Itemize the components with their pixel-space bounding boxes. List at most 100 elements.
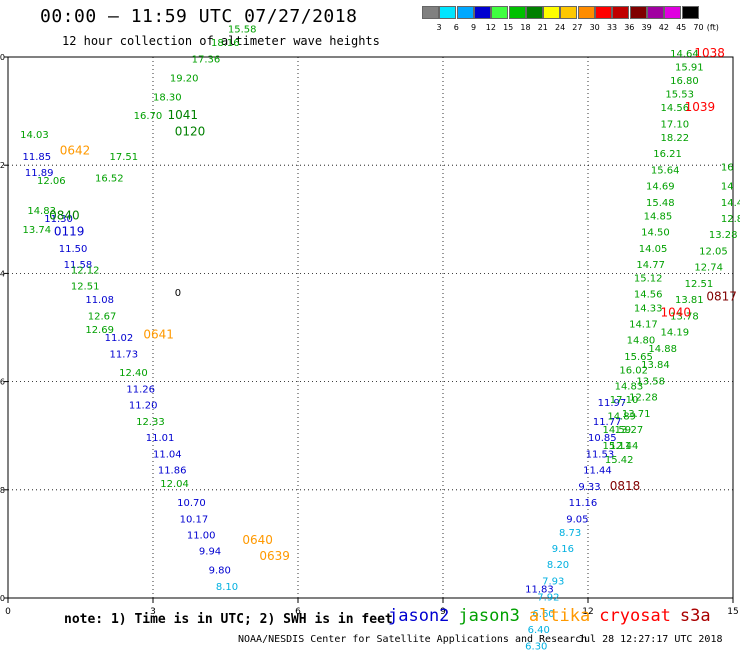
data-point-label: 14.33 bbox=[634, 303, 663, 314]
data-point-label: 14.59 bbox=[603, 425, 632, 436]
color-swatch-label: 12 bbox=[485, 23, 496, 32]
x-tick-label: 3 bbox=[150, 607, 156, 617]
data-point-label: 9.33 bbox=[578, 482, 600, 493]
unit-label: (ft) bbox=[706, 23, 719, 32]
data-point-label: 12.12 bbox=[71, 265, 100, 276]
y-tick-label: -58 bbox=[0, 486, 5, 495]
data-point-label: 11.83 bbox=[525, 585, 554, 596]
data-point-label: 13.28 bbox=[709, 230, 738, 241]
data-point-label: 17.51 bbox=[110, 152, 139, 163]
data-point-label: 12.74 bbox=[694, 263, 723, 274]
data-point-label: 14.69 bbox=[646, 182, 675, 193]
x-tick-label: 15 bbox=[727, 607, 738, 617]
color-swatch-label: 18 bbox=[520, 23, 531, 32]
data-point-label: 11.08 bbox=[85, 295, 114, 306]
data-point-label: 9.94 bbox=[199, 547, 221, 558]
data-point-label: 16.21 bbox=[653, 149, 682, 160]
x-tick-label: 12 bbox=[582, 607, 593, 617]
color-swatch bbox=[595, 6, 612, 19]
legend-entry: cryosat bbox=[599, 606, 671, 626]
time-label: 0640 bbox=[242, 533, 273, 547]
color-swatch bbox=[664, 6, 682, 19]
y-tick-label: -60 bbox=[0, 594, 5, 603]
data-point-label: 17.10 bbox=[610, 395, 639, 406]
data-point-label: 11.04 bbox=[153, 449, 182, 460]
color-swatch-label: 3 bbox=[436, 23, 442, 32]
data-point-label: 11.02 bbox=[105, 333, 134, 344]
data-point-label: 11.30 bbox=[44, 214, 73, 225]
color-swatch-label: 15 bbox=[503, 23, 514, 32]
generation-timestamp: Jul 28 12:27:17 UTC 2018 bbox=[578, 634, 723, 645]
color-swatch-label: 30 bbox=[589, 23, 600, 32]
data-point-label: 12.33 bbox=[136, 417, 165, 428]
time-label: 0642 bbox=[60, 143, 91, 157]
data-point-label: 18.16 bbox=[211, 38, 240, 49]
data-point-label: 12.28 bbox=[629, 393, 658, 404]
data-point-label: 13.71 bbox=[622, 409, 651, 420]
color-swatch bbox=[491, 6, 509, 19]
data-point-label: 16.70 bbox=[134, 111, 163, 122]
time-label: 1041 bbox=[168, 108, 199, 122]
data-point-label: 15.64 bbox=[651, 165, 680, 176]
data-point-label: 17.10 bbox=[661, 119, 690, 130]
data-point-label: 17.36 bbox=[192, 54, 221, 65]
y-tick-label: -54 bbox=[0, 269, 5, 278]
data-point-label: 12.44 bbox=[610, 441, 639, 452]
data-point-label: 12.04 bbox=[160, 479, 189, 490]
data-point-label: 14.50 bbox=[641, 228, 670, 239]
data-point-label: 6.30 bbox=[525, 641, 547, 650]
data-point-label: 15.11 bbox=[603, 441, 632, 452]
data-point-label: 13.74 bbox=[23, 225, 52, 236]
data-point-label: 15.91 bbox=[675, 63, 704, 74]
data-point-label: 12.06 bbox=[37, 176, 66, 187]
data-point-label: 14.56 bbox=[661, 103, 690, 114]
satellite-legend: jason2 jason3 altika cryosat s3a bbox=[388, 606, 720, 626]
data-point-label: 18.22 bbox=[661, 133, 690, 144]
data-point-label: 13.58 bbox=[636, 376, 665, 387]
color-swatch-label: 6 bbox=[453, 23, 459, 32]
legend-entry: jason2 bbox=[388, 606, 450, 626]
color-swatch bbox=[508, 6, 526, 19]
data-point-label: 14.77 bbox=[636, 260, 665, 271]
data-point-label: 11.44 bbox=[583, 466, 612, 477]
data-point-label: 12.51 bbox=[685, 279, 714, 290]
color-swatch-label: 70 bbox=[693, 23, 704, 32]
color-swatch bbox=[629, 6, 647, 19]
time-label: 1040 bbox=[661, 306, 692, 320]
color-swatch-label: 45 bbox=[676, 23, 687, 32]
data-point-label: 8.20 bbox=[547, 560, 569, 571]
data-point-label: 11.73 bbox=[110, 349, 139, 360]
data-point-label: 11.85 bbox=[23, 152, 52, 163]
data-point-label: 7.93 bbox=[542, 576, 564, 587]
data-point-label: 14.89 bbox=[607, 411, 636, 422]
data-point-label: 16.52 bbox=[95, 173, 124, 184]
data-point-label: 11.53 bbox=[586, 449, 615, 460]
misc-label: 0 bbox=[175, 288, 181, 299]
data-point-label: 11.50 bbox=[59, 244, 88, 255]
data-point-label: 12.51 bbox=[71, 282, 100, 293]
data-point-label: 11.20 bbox=[129, 401, 158, 412]
x-tick-label: 0 bbox=[5, 607, 11, 617]
color-swatch-label: 42 bbox=[658, 23, 669, 32]
data-point-label: 11.00 bbox=[187, 530, 216, 541]
data-point-label: 6.60 bbox=[532, 609, 554, 620]
x-tick-label: 9 bbox=[440, 607, 446, 617]
data-point-label: 16.02 bbox=[619, 365, 648, 376]
data-point-label: 6.40 bbox=[528, 625, 550, 636]
data-point-label: 13.84 bbox=[641, 360, 670, 371]
data-point-label: 14.4 bbox=[721, 198, 740, 209]
data-point-label: 19.20 bbox=[170, 73, 199, 84]
color-swatch-label: 21 bbox=[537, 23, 548, 32]
time-label: 0119 bbox=[54, 225, 85, 239]
data-point-label: 15.65 bbox=[624, 352, 653, 363]
data-point-label: 16 bbox=[721, 163, 734, 174]
data-point-label: 15.53 bbox=[665, 90, 694, 101]
color-swatch bbox=[612, 6, 630, 19]
color-swatch bbox=[422, 6, 439, 19]
data-point-label: 14.05 bbox=[639, 244, 668, 255]
color-swatch-label: 39 bbox=[641, 23, 652, 32]
time-label: 1038 bbox=[694, 46, 725, 60]
data-point-label: 15.58 bbox=[228, 25, 257, 36]
color-swatch bbox=[543, 6, 561, 19]
